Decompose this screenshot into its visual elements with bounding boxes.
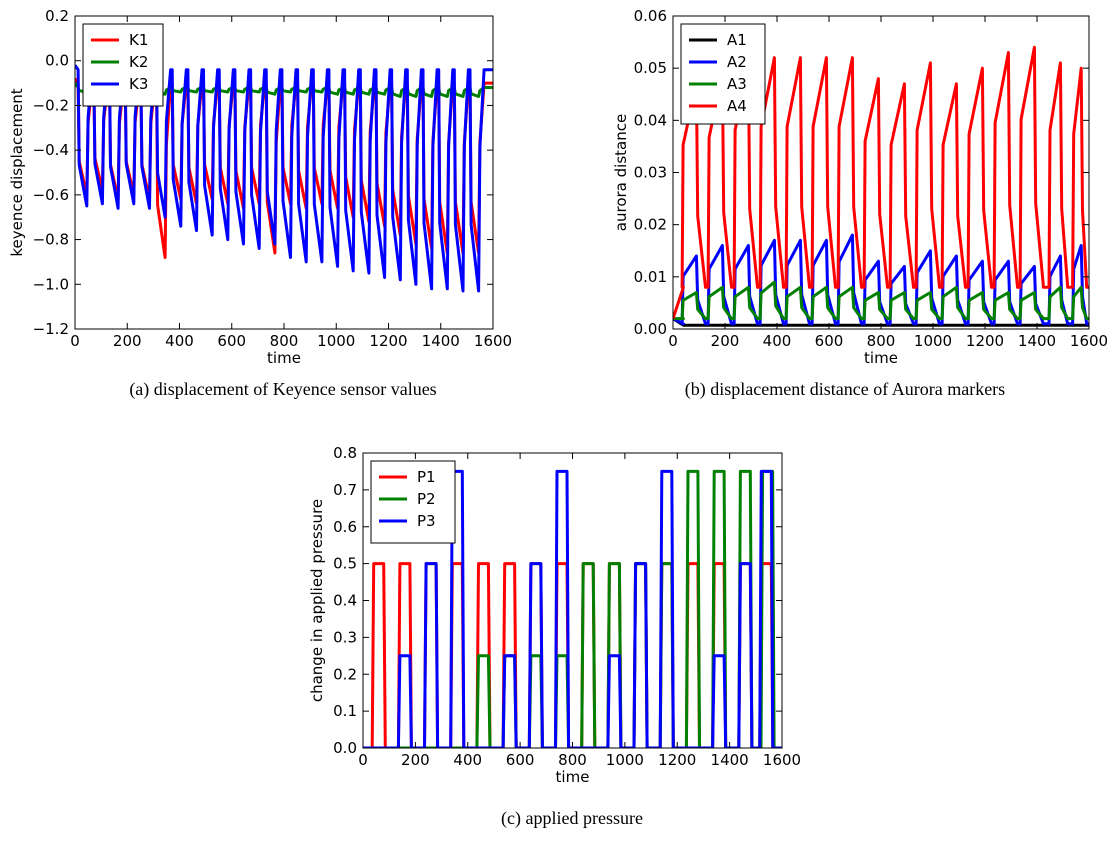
legend-label-A2: A2 xyxy=(727,53,747,71)
y-tick-label: −0.8 xyxy=(33,231,69,249)
x-tick-label: 800 xyxy=(558,751,587,769)
y-tick-label: 0.01 xyxy=(634,268,667,286)
y-tick-label: 0.03 xyxy=(634,164,667,182)
x-tick-label: 1400 xyxy=(711,751,749,769)
series-line-A2 xyxy=(673,233,1089,326)
y-tick-label: −0.6 xyxy=(33,186,69,204)
y-tick-label: 0.06 xyxy=(634,7,667,25)
x-tick-label: 400 xyxy=(763,332,792,350)
x-axis-label: time xyxy=(864,349,898,367)
legend-label-P2: P2 xyxy=(417,490,436,508)
chart-c: 0 200 400 600 800 1000 1200 1400 1600 0.0 0.1 0.2 0.… xyxy=(308,444,801,829)
chart-b: 0 200 400 600 800 1000 1200 1400 1600 0.00 0.01 0.0… xyxy=(612,7,1108,400)
y-tick-label: 0.8 xyxy=(333,444,357,462)
y-axis-label: change in applied pressure xyxy=(308,499,326,702)
legend-label-K3: K3 xyxy=(129,75,148,93)
figure-caption: (a) displacement of Keyence sensor value… xyxy=(129,379,436,400)
x-tick-label: 800 xyxy=(270,332,299,350)
y-axis-label: aurora distance xyxy=(612,114,630,231)
y-tick-label: 0.7 xyxy=(333,481,357,499)
x-tick-label: 1000 xyxy=(317,332,355,350)
x-tick-label: 800 xyxy=(867,332,896,350)
y-tick-label: 0.04 xyxy=(634,111,667,129)
x-tick-label: 400 xyxy=(165,332,194,350)
x-tick-label: 1200 xyxy=(369,332,407,350)
y-tick-label: 0.0 xyxy=(333,739,357,757)
y-tick-label: 0.02 xyxy=(634,216,667,234)
y-tick-label: −0.2 xyxy=(33,96,69,114)
x-tick-label: 1000 xyxy=(914,332,952,350)
y-tick-label: 0.6 xyxy=(333,518,357,536)
y-tick-label: 0.2 xyxy=(45,7,69,25)
x-tick-label: 1400 xyxy=(1018,332,1056,350)
x-tick-label: 1400 xyxy=(422,332,460,350)
legend: A1 A2 A3 A4 xyxy=(680,23,766,125)
legend-label-P3: P3 xyxy=(417,512,436,530)
x-tick-label: 0 xyxy=(358,751,368,769)
chart-a: 0 200 400 600 800 1000 1200 1400 1600 0.2 0.0 −0.2 −… xyxy=(8,7,512,400)
legend-label-K1: K1 xyxy=(129,31,148,49)
y-tick-label: −1.0 xyxy=(33,275,69,293)
x-tick-label: 1600 xyxy=(763,751,801,769)
figure-caption: (b) displacement distance of Aurora mark… xyxy=(685,379,1005,400)
x-tick-label: 1600 xyxy=(474,332,512,350)
plot-area xyxy=(363,469,782,748)
legend-box xyxy=(370,460,456,544)
x-tick-label: 1600 xyxy=(1070,332,1108,350)
figure-caption: (c) applied pressure xyxy=(501,808,643,829)
x-tick-label: 200 xyxy=(711,332,740,350)
legend-label-P1: P1 xyxy=(417,468,436,486)
legend-label-A4: A4 xyxy=(727,97,747,115)
x-tick-label: 0 xyxy=(70,332,80,350)
x-tick-label: 1200 xyxy=(658,751,696,769)
legend: P1 P2 P3 xyxy=(370,460,456,544)
legend: K1 K2 K3 xyxy=(82,23,164,107)
legend-label-A3: A3 xyxy=(727,75,747,93)
x-tick-label: 600 xyxy=(217,332,246,350)
legend-label-K2: K2 xyxy=(129,53,148,71)
legend-box xyxy=(82,23,164,107)
x-tick-label: 600 xyxy=(506,751,535,769)
y-tick-label: 0.5 xyxy=(333,555,357,573)
x-tick-label: 400 xyxy=(453,751,482,769)
y-tick-label: 0.4 xyxy=(333,592,357,610)
y-tick-label: 0.05 xyxy=(634,59,667,77)
x-tick-label: 200 xyxy=(113,332,142,350)
y-tick-label: 0.0 xyxy=(45,52,69,70)
x-tick-label: 200 xyxy=(401,751,430,769)
x-tick-label: 0 xyxy=(668,332,678,350)
x-tick-label: 1000 xyxy=(606,751,644,769)
legend-label-A1: A1 xyxy=(727,31,747,49)
y-tick-label: −0.4 xyxy=(33,141,69,159)
y-tick-label: 0.1 xyxy=(333,702,357,720)
y-tick-label: 0.2 xyxy=(333,665,357,683)
x-axis-label: time xyxy=(267,349,301,367)
y-tick-label: 0.3 xyxy=(333,628,357,646)
y-tick-label: 0.00 xyxy=(634,320,667,338)
y-axis-label: keyence displacement xyxy=(8,88,26,256)
series-line-K3 xyxy=(75,64,493,293)
series-line-A3 xyxy=(673,280,1089,321)
x-axis-label: time xyxy=(556,768,590,786)
x-tick-label: 600 xyxy=(815,332,844,350)
y-tick-label: −1.2 xyxy=(33,320,69,338)
x-tick-label: 1200 xyxy=(966,332,1004,350)
